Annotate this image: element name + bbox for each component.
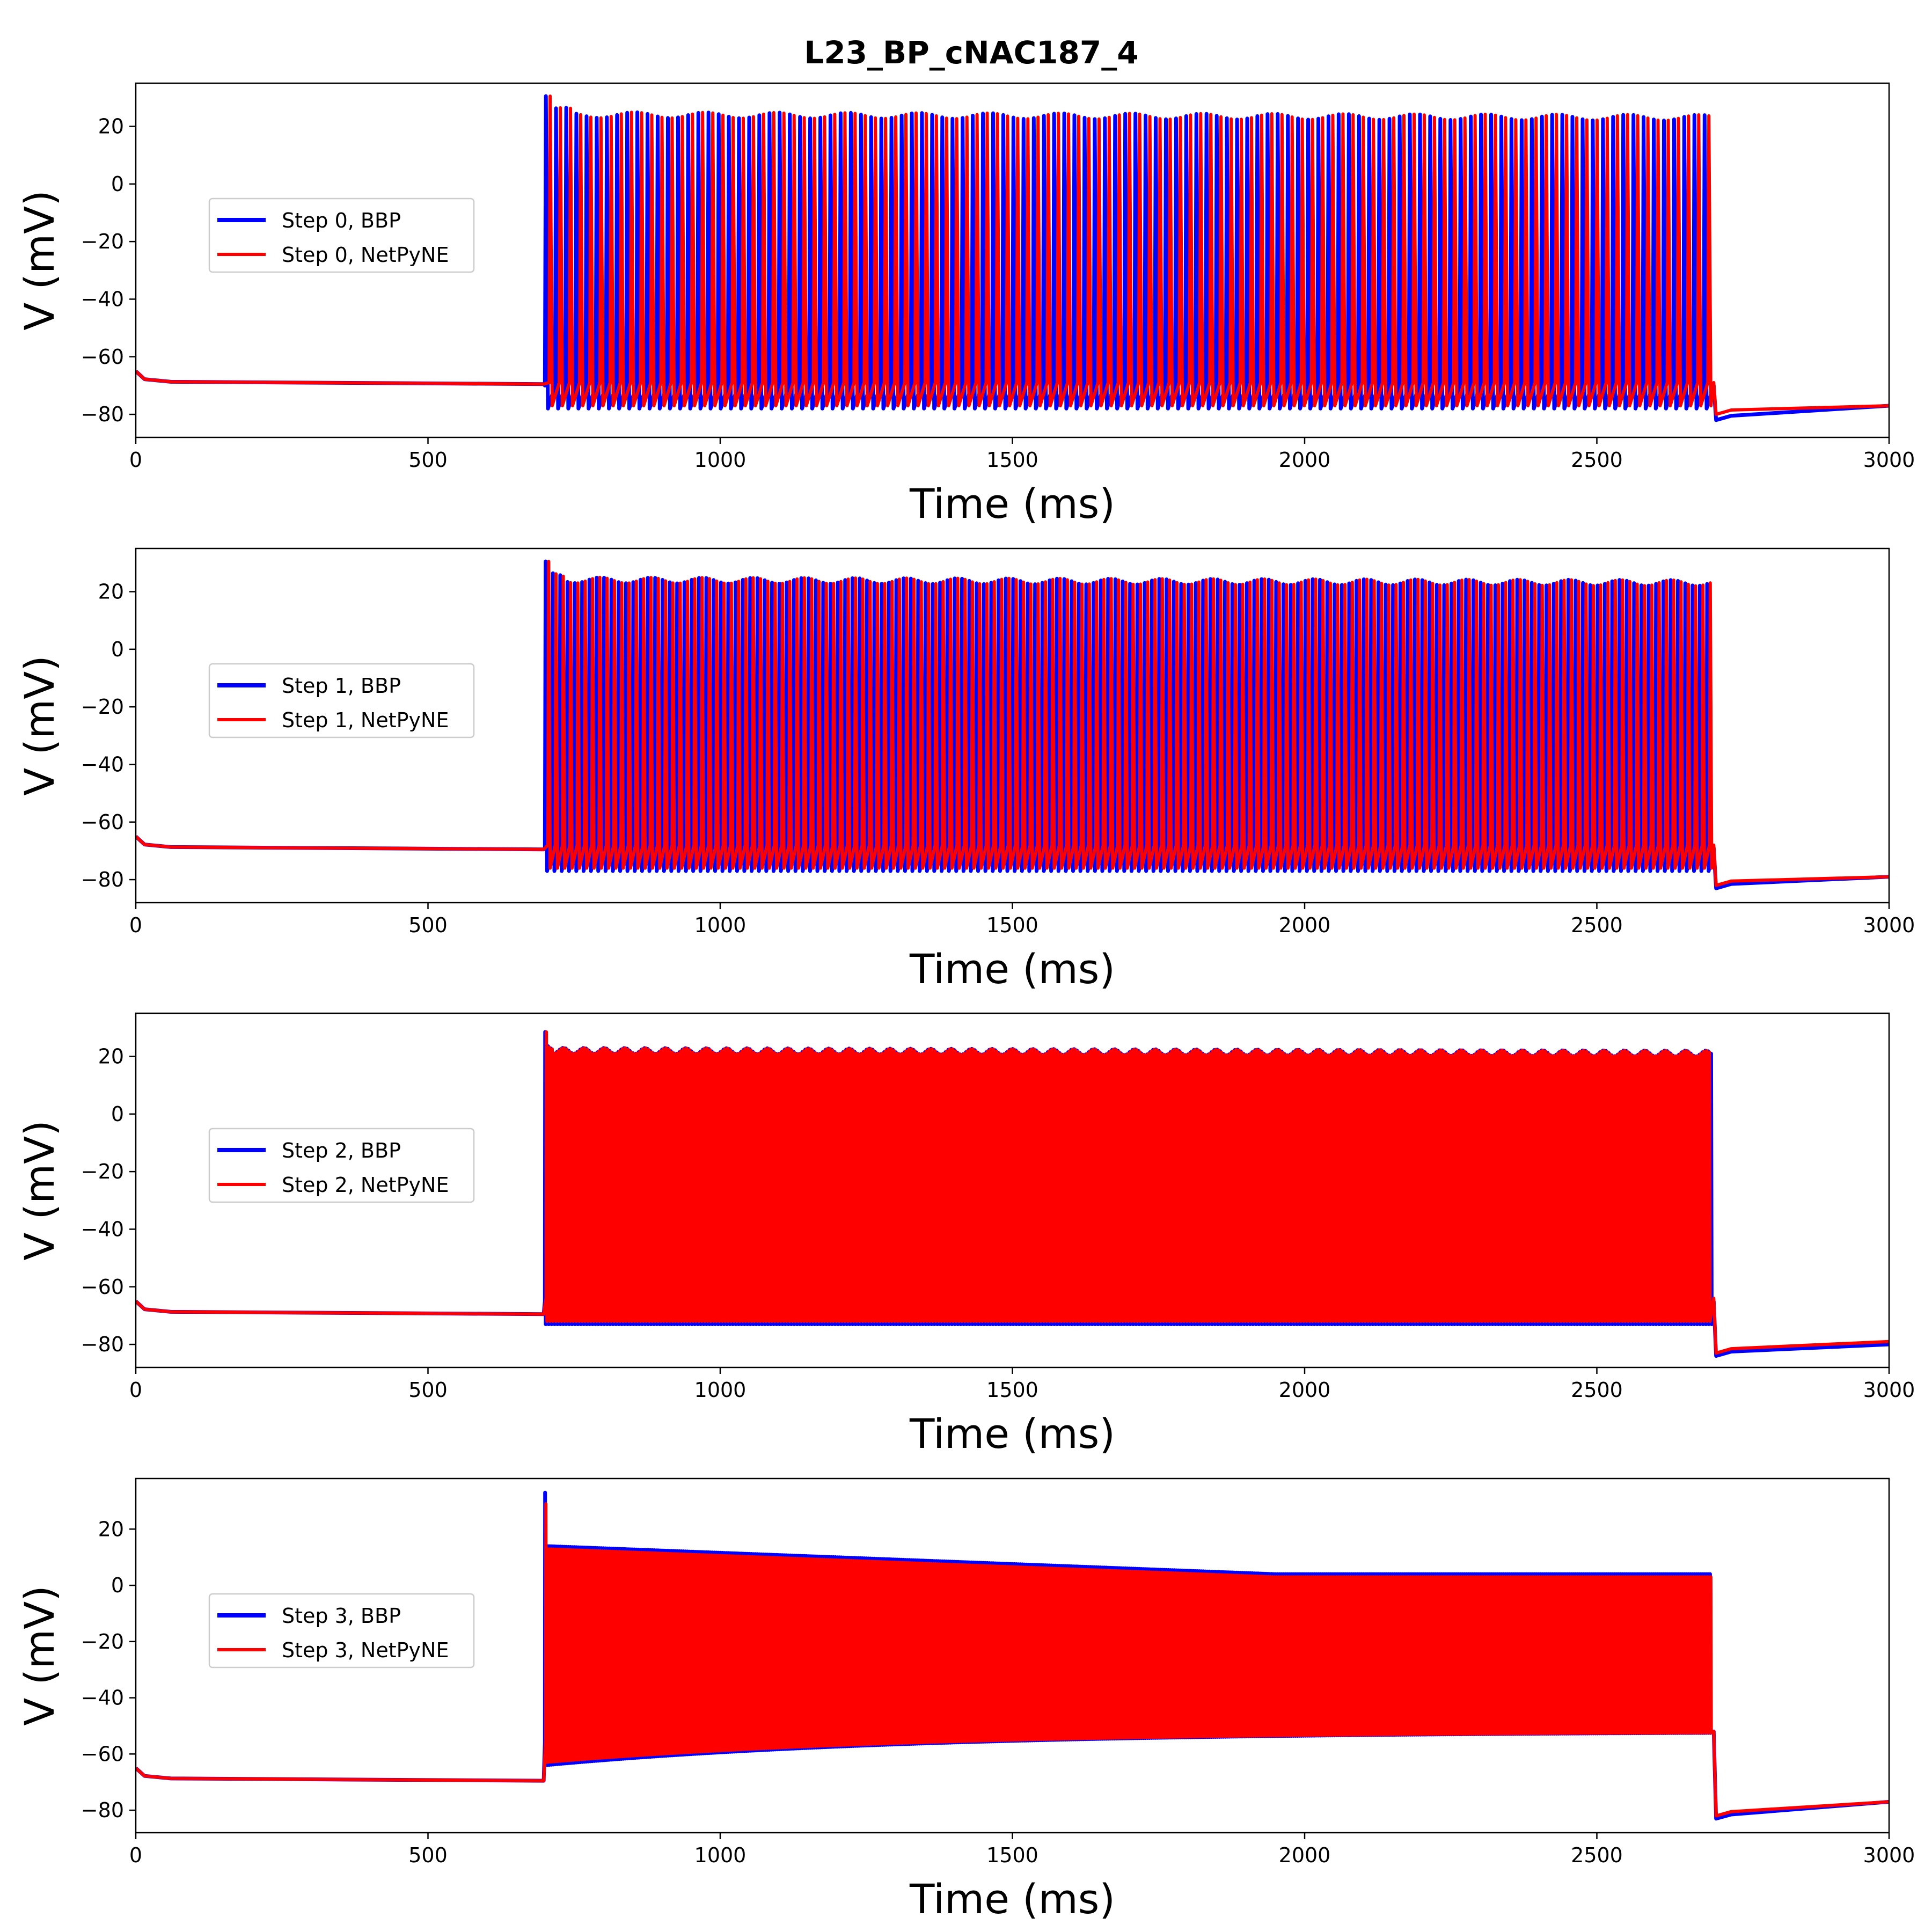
legend-label: Step 0, NetPyNE [282,243,449,267]
x-tick-label: 2000 [1279,448,1331,472]
x-axis-label: Time (ms) [909,480,1115,528]
legend: Step 1, BBP Step 1, NetPyNE [208,663,475,738]
x-tick-label: 1500 [986,913,1038,937]
legend-label: Step 0, BBP [282,209,401,232]
y-tick-label: −80 [81,402,124,426]
legend-box [208,197,475,273]
y-tick-label: 0 [111,1574,124,1597]
y-tick-label: −80 [81,1333,124,1356]
x-tick-label: 1000 [694,1378,747,1402]
panel-0: 0 500 1000 1500 2000 2500 3000 −80 −60 −40 −20 0 20 T… [16,82,1915,528]
x-tick-label: 0 [129,1378,142,1402]
x-tick-label: 500 [408,1378,448,1402]
y-tick-label: 20 [98,580,124,603]
y-axis-label: V (mV) [16,1585,63,1725]
plot-area [136,1030,1889,1358]
y-tick-label: −80 [81,868,124,891]
x-tick-label: 0 [129,448,142,472]
legend-label: Step 1, BBP [282,674,401,698]
y-tick-label: −20 [81,1630,124,1653]
panel-3: 0 500 1000 1500 2000 2500 3000 −80 −60 −40 −20 0 20 T… [16,1477,1915,1923]
series-line-bbp [136,94,1889,422]
x-tick-label: 1000 [694,913,747,937]
x-tick-label: 0 [129,1843,142,1867]
x-tick-label: 500 [408,913,448,937]
x-tick-label: 1500 [986,1378,1038,1402]
legend-label: Step 2, BBP [282,1139,401,1162]
plot-area [136,94,1889,422]
x-axis-label: Time (ms) [909,1875,1115,1923]
legend-box [208,663,475,738]
x-tick-label: 500 [408,1843,448,1867]
y-axis-label: V (mV) [16,1120,63,1260]
y-tick-label: −20 [81,695,124,719]
x-tick-label: 1500 [986,448,1038,472]
y-tick-label: −40 [81,1686,124,1710]
x-tick-label: 2500 [1571,1843,1623,1867]
plot-area [136,559,1889,890]
series-line-netpyne [136,560,1889,887]
legend-box [208,1593,475,1668]
y-tick-label: −60 [81,810,124,834]
x-tick-label: 3000 [1863,913,1915,937]
y-axis-label: V (mV) [16,655,63,795]
series-line-netpyne [136,1502,1889,1818]
y-tick-label: −60 [81,1275,124,1299]
x-axis-label: Time (ms) [909,1410,1115,1458]
x-tick-label: 500 [408,448,448,472]
y-tick-label: 0 [111,172,124,196]
y-tick-label: −80 [81,1798,124,1822]
legend: Step 2, BBP Step 2, NetPyNE [208,1128,475,1203]
y-tick-label: 20 [98,1044,124,1068]
y-tick-label: −20 [81,230,124,253]
y-tick-label: −40 [81,752,124,776]
legend: Step 3, BBP Step 3, NetPyNE [208,1593,475,1668]
panel-1: 0 500 1000 1500 2000 2500 3000 −80 −60 −40 −20 0 20 T… [16,547,1915,993]
x-tick-label: 2000 [1279,1378,1331,1402]
x-tick-label: 2500 [1571,448,1623,472]
x-tick-label: 3000 [1863,1378,1915,1402]
y-tick-label: −20 [81,1160,124,1183]
y-tick-label: 0 [111,1102,124,1126]
x-tick-label: 1000 [694,448,747,472]
y-tick-label: −60 [81,345,124,369]
legend-label: Step 1, NetPyNE [282,708,449,732]
plot-area [136,1490,1889,1821]
x-tick-label: 2000 [1279,1843,1331,1867]
panel-2: 0 500 1000 1500 2000 2500 3000 −80 −60 −40 −20 0 20 T… [16,1012,1915,1458]
y-tick-label: −40 [81,287,124,311]
legend-label: Step 3, BBP [282,1604,401,1628]
y-tick-label: 20 [98,114,124,138]
y-axis-label: V (mV) [16,190,63,330]
figure-title: L23_BP_cNAC187_4 [804,34,1138,71]
x-axis-label: Time (ms) [909,945,1115,993]
series-line-netpyne [136,1030,1889,1355]
legend-label: Step 2, NetPyNE [282,1173,449,1197]
y-tick-label: 0 [111,638,124,661]
x-tick-label: 1500 [986,1843,1038,1867]
panels: 0 500 1000 1500 2000 2500 3000−80−60−40−20020T… [16,82,1915,1923]
x-tick-label: 3000 [1863,448,1915,472]
legend-box [208,1128,475,1203]
legend-label: Step 3, NetPyNE [282,1638,449,1662]
y-tick-label: 20 [98,1517,124,1541]
x-tick-label: 0 [129,913,142,937]
x-tick-label: 1000 [694,1843,747,1867]
x-tick-label: 2500 [1571,1378,1623,1402]
x-tick-label: 3000 [1863,1843,1915,1867]
series-line-netpyne [136,94,1889,416]
legend: Step 0, BBP Step 0, NetPyNE [208,197,475,273]
y-tick-label: −60 [81,1742,124,1766]
x-tick-label: 2500 [1571,913,1623,937]
y-tick-label: −40 [81,1217,124,1241]
x-tick-label: 2000 [1279,913,1331,937]
